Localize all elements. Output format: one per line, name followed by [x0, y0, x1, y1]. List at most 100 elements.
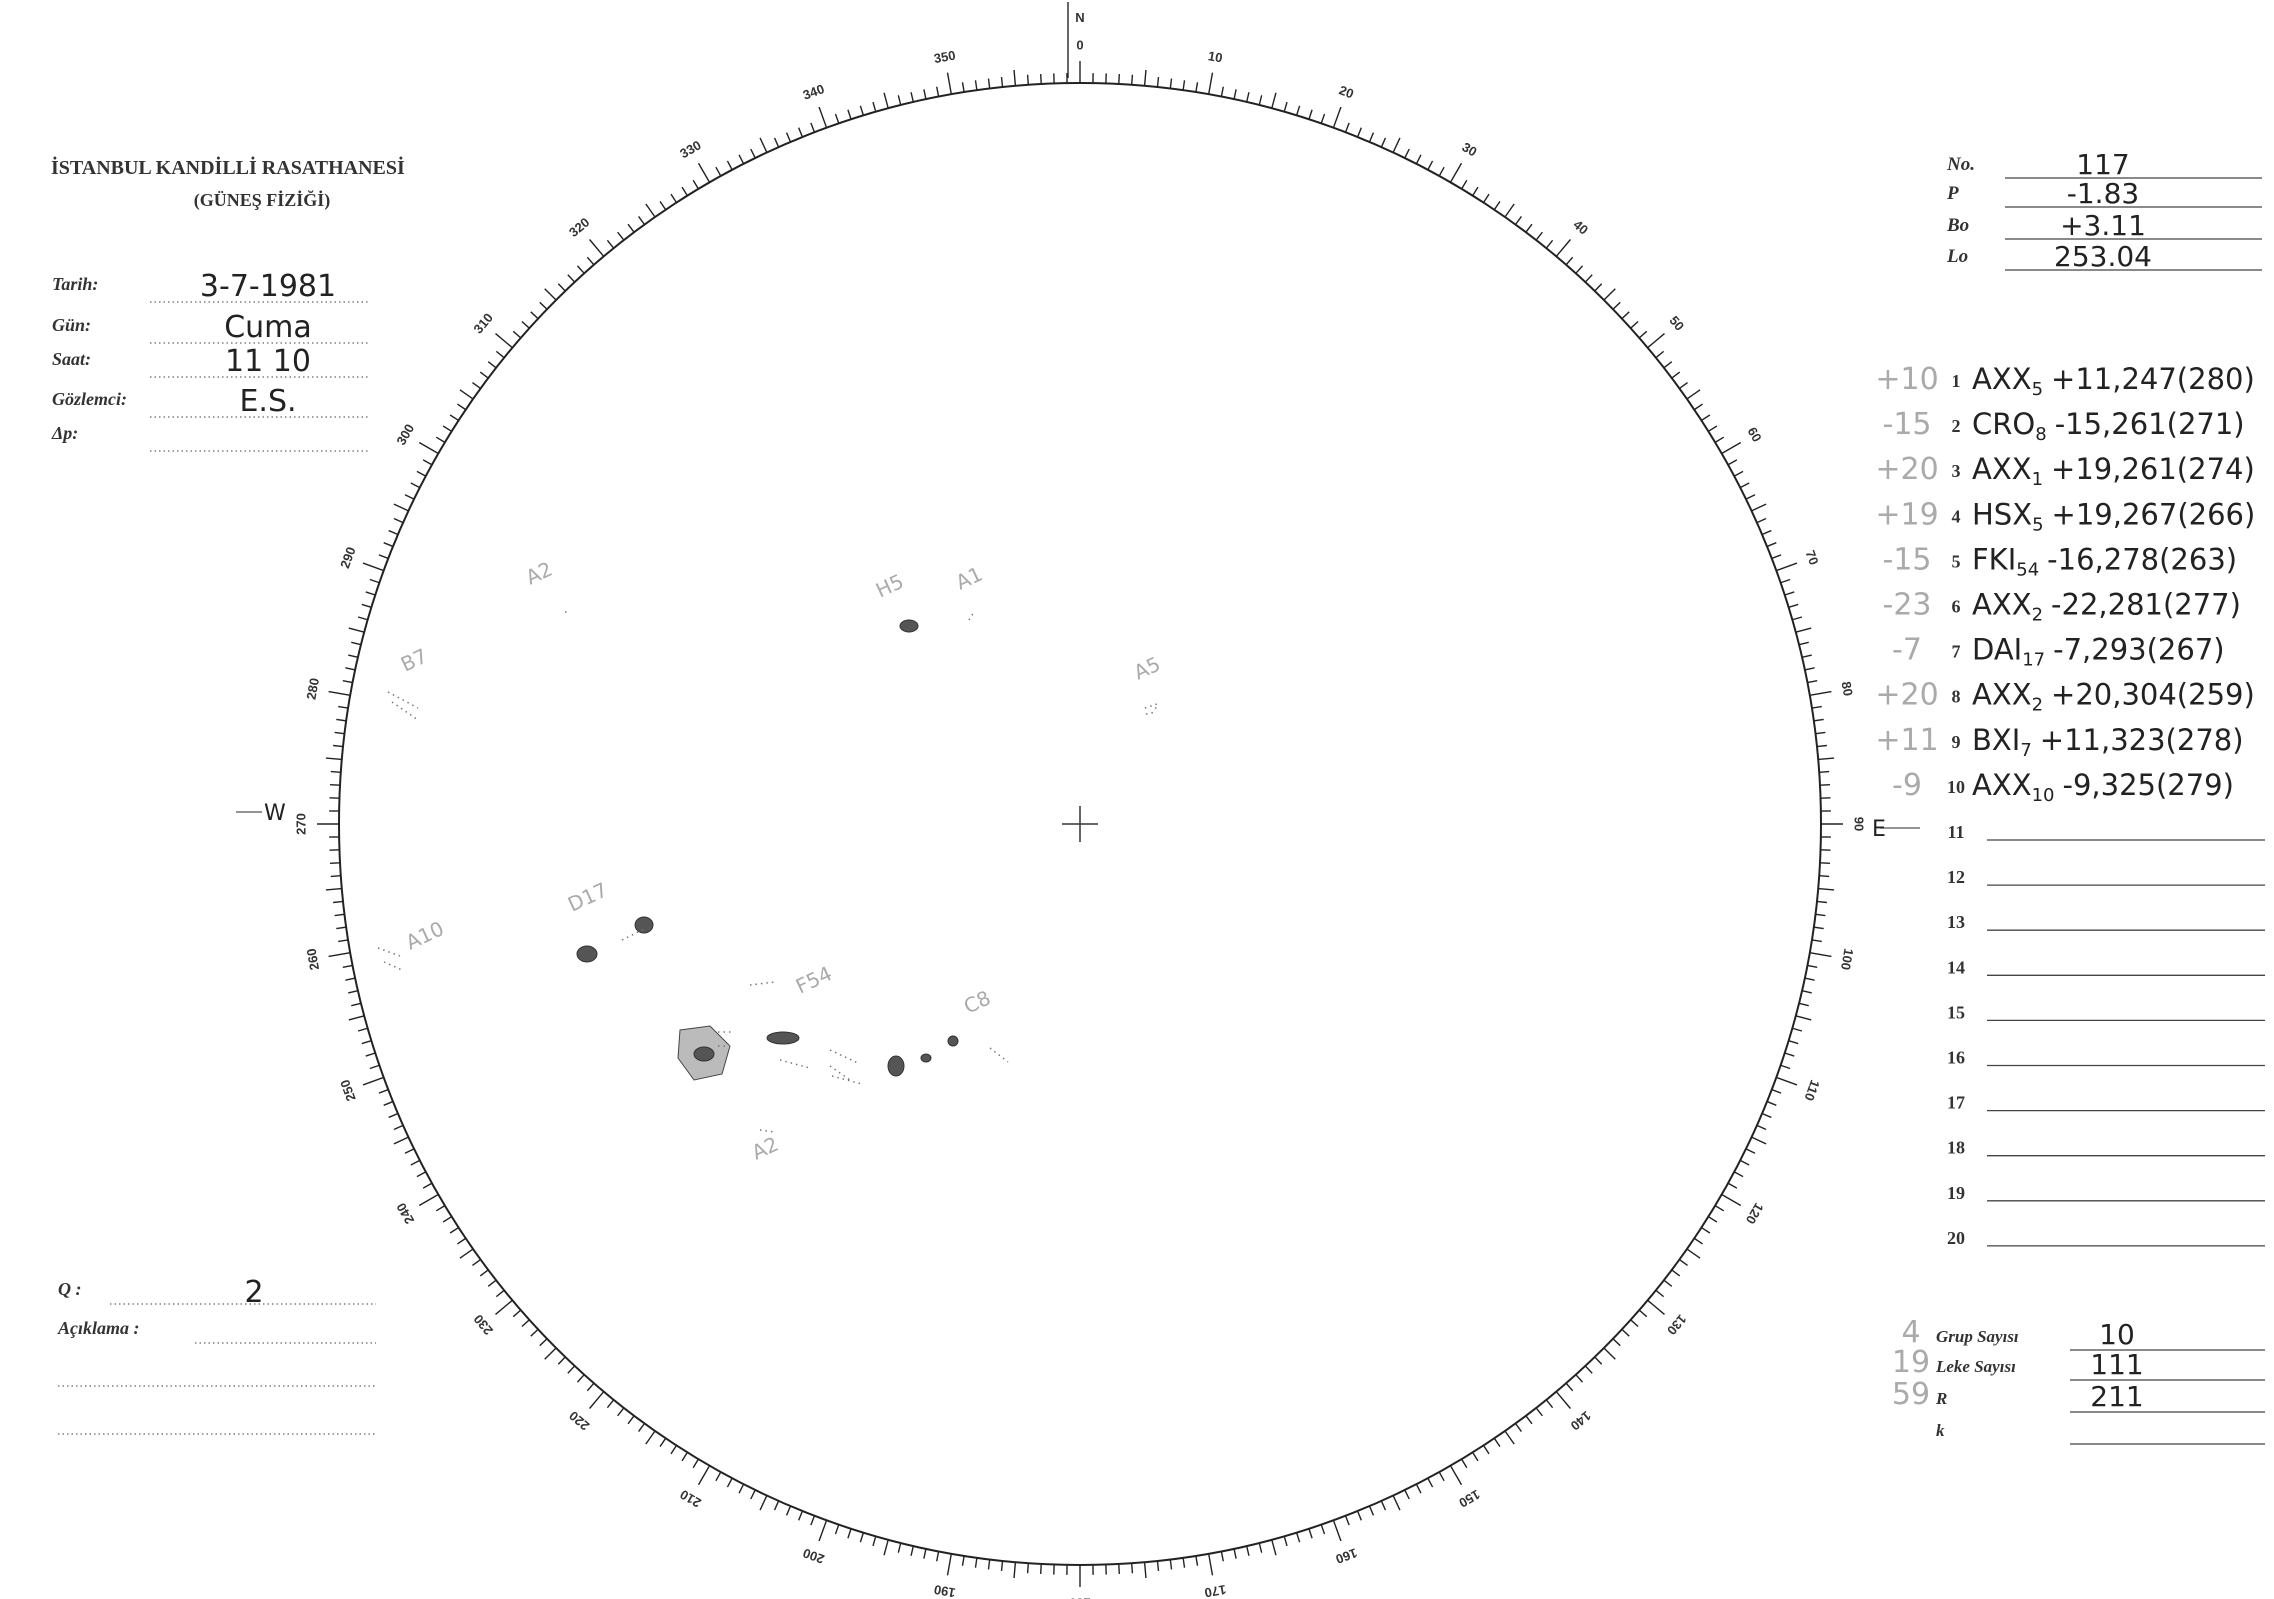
dial-tick — [627, 1415, 635, 1425]
dial-tick — [1258, 95, 1263, 106]
count-note: 19 — [1892, 1345, 1930, 1380]
dial-tick — [1807, 680, 1818, 684]
dial-tick — [1143, 1562, 1147, 1579]
dial-tick — [638, 216, 646, 225]
dial-tick — [1739, 482, 1750, 489]
west-letter: W — [264, 801, 286, 826]
param-label: P — [1946, 183, 1959, 204]
dial-tick — [1801, 654, 1812, 658]
dial-label: 210 — [677, 1487, 703, 1511]
dial-tick — [798, 1510, 804, 1521]
dial-tick — [1295, 105, 1301, 116]
dial-tick — [936, 86, 940, 97]
dial-label: 110 — [1801, 1078, 1822, 1103]
dial-tick — [1818, 757, 1835, 761]
dial-tick — [1575, 265, 1584, 274]
dial-tick — [1807, 964, 1818, 968]
dial-label: 200 — [801, 1545, 827, 1567]
dial-tick — [328, 690, 351, 697]
sunspots — [377, 611, 1160, 1133]
dial-tick — [361, 1039, 372, 1045]
sunspot-label: H5 — [872, 569, 907, 602]
dial-tick — [589, 239, 605, 257]
dial-tick — [1233, 1548, 1237, 1559]
dial-tick — [422, 459, 433, 466]
dial-label: 100 — [1838, 947, 1857, 971]
dial-tick — [487, 361, 497, 369]
dial-tick — [1792, 1027, 1803, 1032]
dial-tick — [859, 1532, 865, 1543]
dial-tick — [1727, 459, 1738, 466]
dial-tick — [759, 137, 768, 153]
dial-tick — [987, 78, 991, 89]
param-label: Lo — [1946, 246, 1968, 267]
dial-label: 220 — [566, 1408, 592, 1433]
sunspot-label: D17 — [564, 878, 611, 917]
dial-tick — [1638, 1309, 1648, 1318]
group-number: 18 — [1947, 1138, 1965, 1158]
dial-tick — [393, 1124, 404, 1131]
group-class: FKI — [1972, 542, 2016, 576]
dial-tick — [362, 562, 384, 572]
dial-tick — [1663, 361, 1673, 369]
quality-label: Q : — [58, 1279, 82, 1299]
group-class-sub: 8 — [2035, 424, 2046, 445]
dial-tick — [697, 162, 711, 183]
dial-tick — [617, 1407, 625, 1417]
dial-label: 330 — [677, 137, 703, 161]
dial-tick — [589, 1391, 605, 1409]
group-entry: AXX10 -9,325(279) — [1972, 768, 2234, 806]
dial-tick — [1013, 1562, 1017, 1579]
dial-tick — [798, 127, 804, 138]
dial-tick — [365, 1052, 376, 1057]
dial-tick — [1727, 1182, 1738, 1189]
dial-label: 150 — [1456, 1487, 1482, 1511]
dial-label: 40 — [1570, 217, 1591, 238]
dial-tick — [1195, 82, 1199, 93]
group-number: 19 — [1947, 1183, 1965, 1203]
dial-tick — [847, 109, 852, 120]
dial-tick — [586, 256, 595, 266]
dial-tick — [1647, 333, 1665, 349]
dial-tick — [659, 1437, 667, 1447]
dial-tick — [1745, 494, 1756, 500]
dial-tick — [418, 441, 439, 455]
dial-tick — [388, 1112, 399, 1119]
dial-tick — [383, 542, 394, 548]
dial-tick — [910, 92, 914, 103]
dial-tick — [1708, 1216, 1718, 1223]
count-value: 111 — [2090, 1348, 2143, 1381]
sunspot-label: F54 — [792, 961, 836, 998]
dial-label: 190 — [933, 1582, 957, 1599]
dial-tick — [1258, 1542, 1263, 1553]
group-latitude-note: +20 — [1875, 678, 1938, 713]
dial-tick — [1638, 330, 1648, 339]
dial-tick — [449, 1226, 459, 1234]
dial-tick — [1813, 926, 1824, 930]
group-number: 17 — [1947, 1093, 1965, 1113]
dial-tick — [410, 482, 421, 489]
dial-tick — [645, 1430, 656, 1445]
dial-tick — [1788, 1039, 1799, 1045]
dial-tick — [738, 1483, 745, 1494]
dial-tick — [1246, 92, 1250, 103]
sunspot — [920, 1053, 932, 1063]
dial-tick — [872, 1536, 877, 1547]
dial-tick — [936, 1551, 940, 1562]
dial-tick — [1472, 186, 1479, 196]
param-label: No. — [1946, 154, 1975, 175]
dial-tick — [1344, 1515, 1350, 1526]
group-position: +20,304(259) — [2051, 678, 2255, 712]
dial-tick — [351, 1002, 362, 1007]
dial-tick — [1380, 1500, 1387, 1511]
dial-tick — [883, 92, 889, 109]
dial-tick — [1461, 179, 1468, 190]
dial-tick — [1504, 203, 1515, 218]
dial-tick — [1026, 74, 1030, 85]
dial-tick — [1482, 193, 1490, 203]
dial-tick — [1701, 1226, 1711, 1234]
dial-label: 70 — [1803, 548, 1822, 567]
dial-label: 0 — [1076, 37, 1083, 52]
dial-tick — [818, 1520, 828, 1542]
